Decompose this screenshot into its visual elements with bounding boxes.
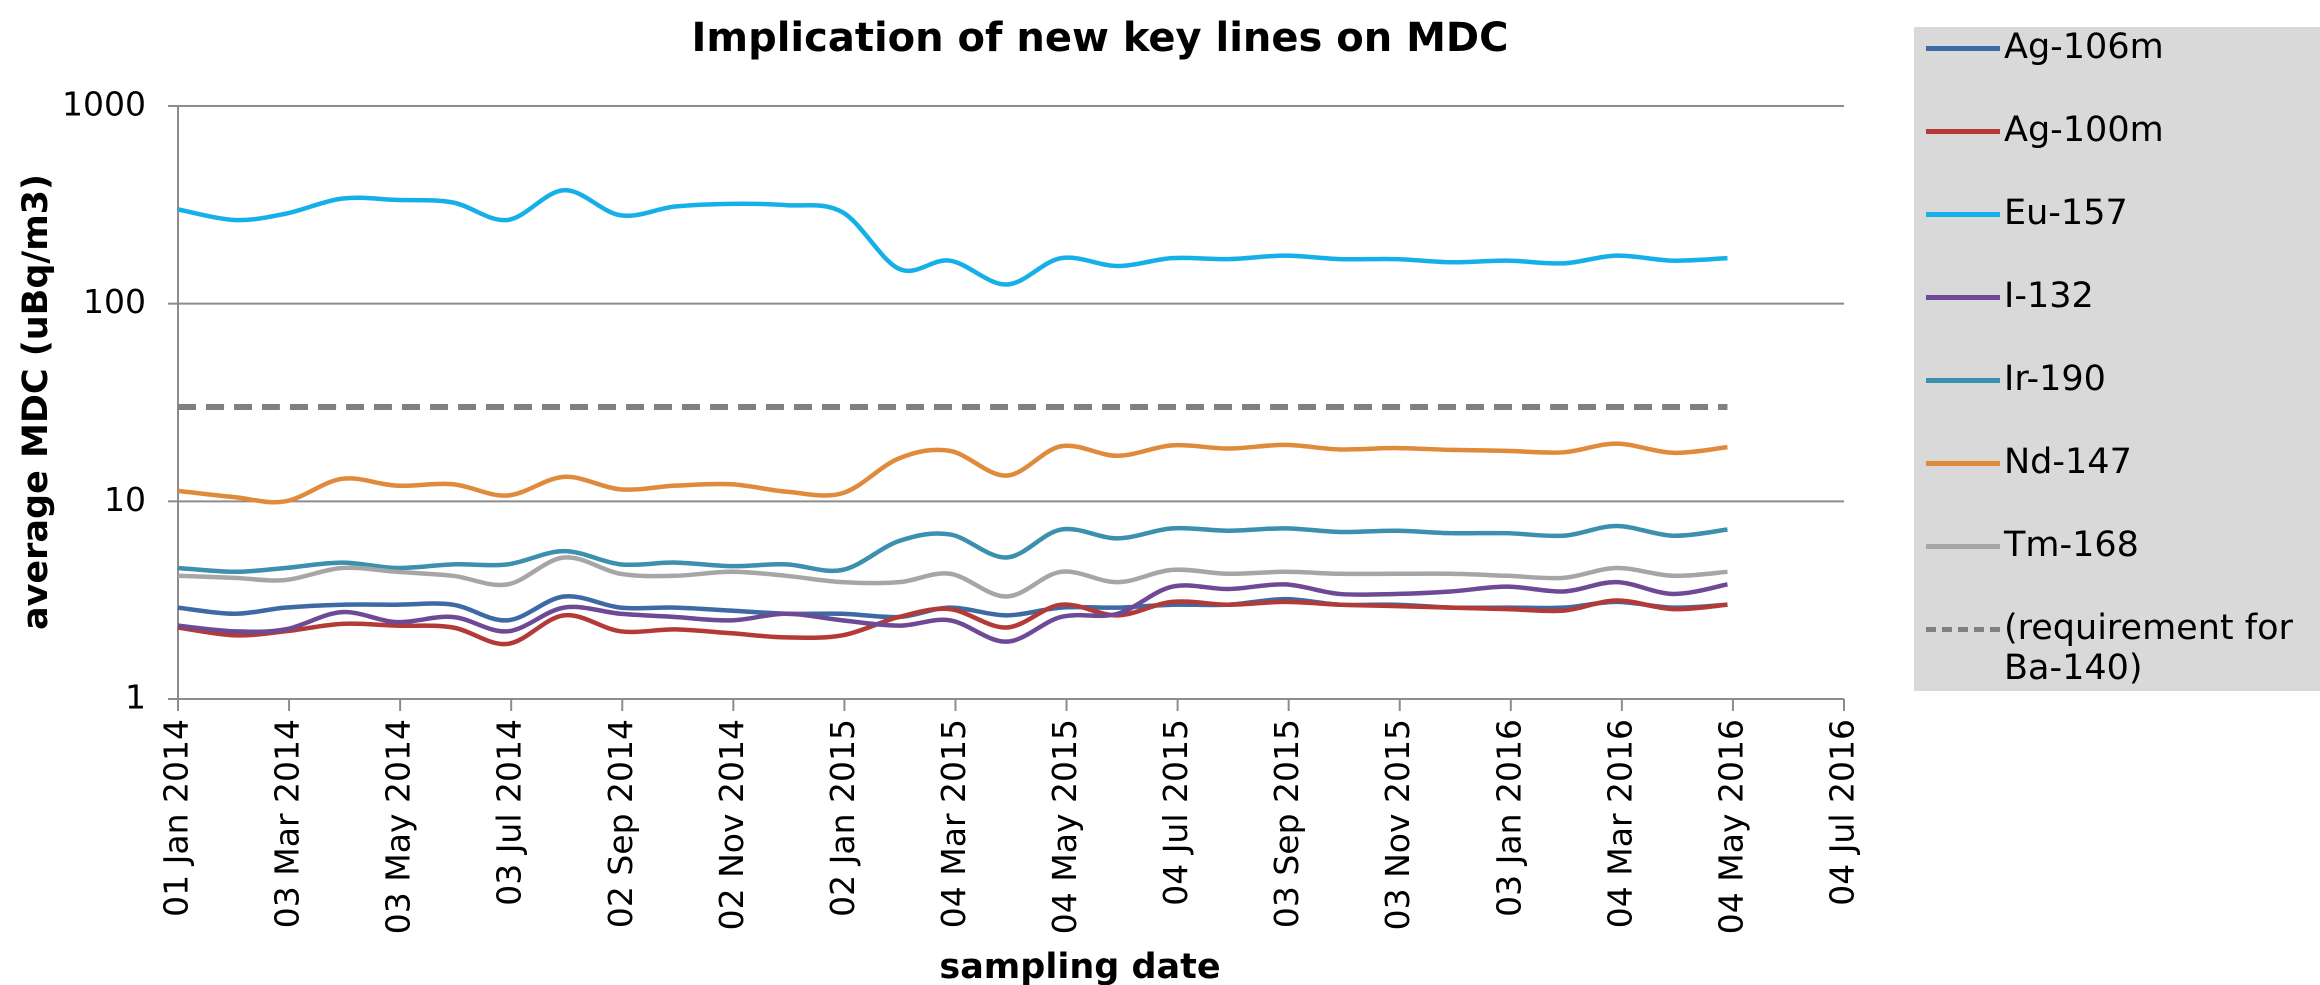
legend-line xyxy=(1926,378,2000,383)
legend-item: Tm-168 xyxy=(1926,525,2320,608)
legend-swatch xyxy=(1926,608,2004,648)
legend-line xyxy=(1926,295,2000,300)
x-tick-label: 02 Jan 2015 xyxy=(823,719,862,917)
legend-item: (requirement for Ba-140) xyxy=(1926,608,2320,691)
y-tick-label: 100 xyxy=(83,282,146,321)
legend-label: Tm-168 xyxy=(2004,525,2139,565)
series-line xyxy=(177,523,1728,575)
legend-line xyxy=(1926,46,2000,51)
x-tick-label: 04 Jul 2016 xyxy=(1823,719,1862,906)
x-tick-label: 03 Mar 2014 xyxy=(268,719,307,928)
x-tick-label: 03 Nov 2015 xyxy=(1378,719,1417,930)
x-tick-label: 03 Jul 2014 xyxy=(490,719,529,906)
legend-label: Eu-157 xyxy=(2004,193,2128,233)
legend-line xyxy=(1926,129,2000,134)
legend-swatch xyxy=(1926,110,2004,150)
chart-title: Implication of new key lines on MDC xyxy=(692,15,1509,61)
legend-item: Ag-106m xyxy=(1926,27,2320,110)
legend-line xyxy=(1926,627,2000,632)
series-line xyxy=(177,579,1728,644)
x-tick-label: 01 Jan 2014 xyxy=(157,719,196,917)
series-line xyxy=(177,555,1728,599)
series-line xyxy=(177,598,1728,647)
legend-label: Nd-147 xyxy=(2004,442,2132,482)
series-line xyxy=(177,441,1728,505)
legend-label: Ag-106m xyxy=(2004,27,2164,67)
x-tick-label: 03 Jan 2016 xyxy=(1489,719,1528,917)
legend-swatch xyxy=(1926,442,2004,482)
x-tick-label: 03 Sep 2015 xyxy=(1267,719,1306,928)
x-tick-label: 04 Mar 2016 xyxy=(1600,719,1639,928)
y-tick-label: 10 xyxy=(104,480,146,519)
legend-label: (requirement for Ba-140) xyxy=(2004,608,2293,688)
x-tick-label: 04 May 2016 xyxy=(1711,719,1750,934)
x-axis-label: sampling date xyxy=(939,947,1220,985)
legend-swatch xyxy=(1926,359,2004,399)
series-line xyxy=(177,187,1728,287)
y-axis-label: average MDC (uBq/m3) xyxy=(16,174,56,630)
legend: Ag-106m Ag-100m Eu-157 I-132 Ir-190 Nd-147 Tm-… xyxy=(1914,27,2320,691)
y-tick-label: 1000 xyxy=(62,85,146,124)
x-tick-label: 04 Jul 2015 xyxy=(1156,719,1195,906)
legend-swatch xyxy=(1926,27,2004,67)
legend-item: Ag-100m xyxy=(1926,110,2320,193)
x-tick-label: 04 Mar 2015 xyxy=(934,719,973,928)
legend-label: I-132 xyxy=(2004,276,2094,316)
x-tick-label: 02 Nov 2014 xyxy=(712,719,751,930)
legend-item: Eu-157 xyxy=(1926,193,2320,276)
legend-item: Ir-190 xyxy=(1926,359,2320,442)
legend-swatch xyxy=(1926,525,2004,565)
legend-line xyxy=(1926,212,2000,217)
legend-label: Ag-100m xyxy=(2004,110,2164,150)
x-tick-label: 03 May 2014 xyxy=(379,719,418,934)
legend-swatch xyxy=(1926,276,2004,316)
legend-item: I-132 xyxy=(1926,276,2320,359)
legend-swatch xyxy=(1926,193,2004,233)
x-tick-label: 04 May 2015 xyxy=(1045,719,1084,934)
legend-item: Nd-147 xyxy=(1926,442,2320,525)
legend-line xyxy=(1926,461,2000,466)
legend-line xyxy=(1926,544,2000,549)
legend-label: Ir-190 xyxy=(2004,359,2106,399)
x-tick-label: 02 Sep 2014 xyxy=(601,719,640,928)
y-tick-label: 1 xyxy=(125,678,146,717)
